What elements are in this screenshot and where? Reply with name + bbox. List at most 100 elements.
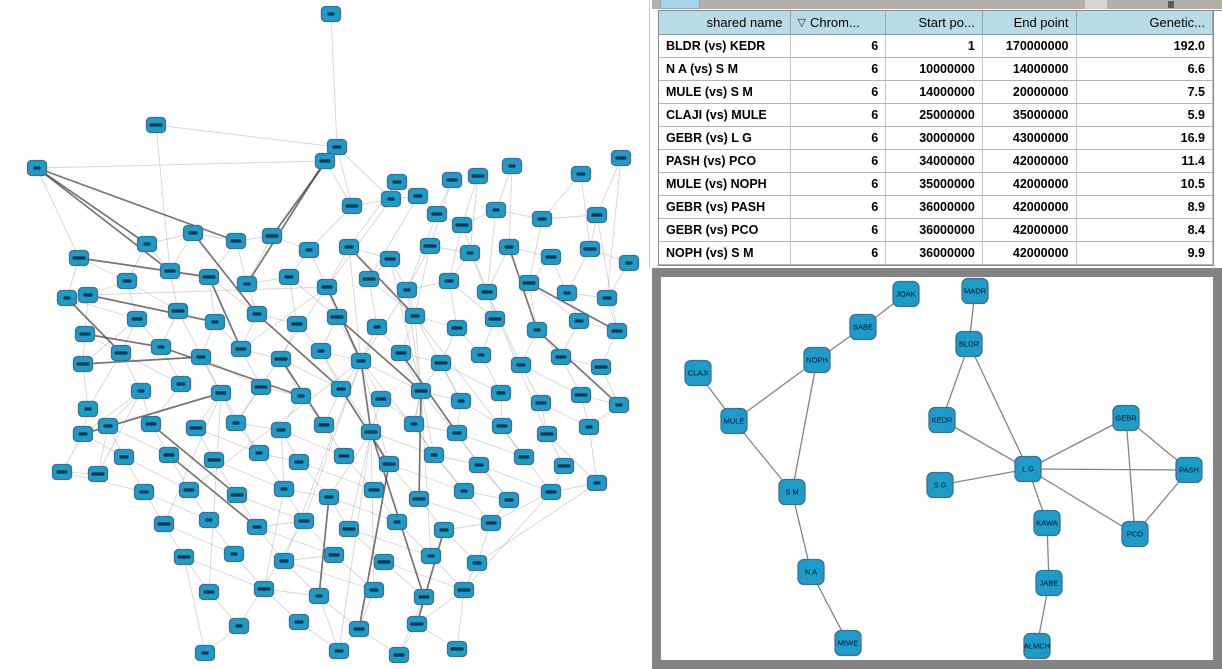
network-edge [263, 488, 285, 590]
network-edge [448, 224, 463, 282]
node-label-smudge [434, 361, 448, 365]
table-cell: PASH (vs) PCO [659, 150, 791, 173]
network-node-kedr[interactable] [928, 406, 956, 434]
node-label-smudge [205, 518, 213, 522]
network-edge [123, 456, 190, 491]
node-label-smudge [327, 12, 335, 16]
network-edge [360, 360, 422, 392]
network-edge [303, 360, 362, 522]
node-label-smudge [423, 244, 437, 248]
node-label-smudge [157, 345, 165, 349]
network-edge[interactable] [939, 468, 1029, 486]
network-edge-strong [84, 333, 162, 348]
table-row[interactable]: CLAJI (vs) MULE 6 25000000 35000000 5.9 [659, 104, 1213, 127]
table-header-row: shared name ▽ Chrom... Start po... End point… [659, 11, 1213, 35]
node-label-smudge [63, 296, 71, 300]
network-node-gebr[interactable] [1112, 404, 1140, 432]
node-label-smudge [321, 285, 333, 289]
column-header-start-po-[interactable]: Start po... [886, 11, 983, 35]
network-node-miwe[interactable] [834, 629, 862, 657]
node-label-smudge [611, 329, 623, 333]
network-edge[interactable] [791, 359, 818, 493]
table-row[interactable]: BLDR (vs) KEDR 6 1 170000000 192.0 [659, 35, 1213, 58]
network-edge [420, 390, 510, 501]
network-edge [383, 561, 465, 591]
table-row[interactable]: GEBR (vs) L G 6 30000000 43000000 16.9 [659, 127, 1213, 150]
network-node-bldr[interactable] [955, 330, 983, 358]
scrollbar-thumb[interactable] [1085, 0, 1107, 9]
network-edge [456, 589, 465, 650]
filter-icon[interactable]: ▽ [797, 17, 806, 29]
table-cell: 6 [790, 150, 887, 173]
node-label-smudge [230, 552, 238, 556]
node-label-smudge [328, 553, 340, 557]
network-edge[interactable] [1027, 468, 1136, 535]
network-edge [414, 315, 422, 392]
table-row[interactable]: MULE (vs) NOPH 6 35000000 42000000 10.5 [659, 173, 1213, 196]
network-node-kawa[interactable] [1033, 509, 1061, 537]
network-node-claji[interactable] [684, 359, 712, 387]
node-label-smudge [33, 166, 41, 170]
table-row[interactable]: MULE (vs) S M 6 14000000 20000000 7.5 [659, 81, 1213, 104]
network-panel-overview[interactable] [0, 0, 647, 669]
network-node-madr[interactable] [961, 277, 989, 305]
node-label-smudge [395, 351, 407, 355]
node-label-smudge [344, 245, 354, 249]
node-label-smudge [602, 296, 612, 300]
node-label-smudge [274, 357, 288, 361]
table-row[interactable]: GEBR (vs) PASH 6 36000000 42000000 8.9 [659, 196, 1213, 219]
network-edge [155, 124, 338, 148]
table-row[interactable]: NOPH (vs) S M 6 36000000 42000000 9.9 [659, 242, 1213, 265]
node-label-smudge [122, 279, 132, 283]
network-edge[interactable] [791, 491, 812, 573]
network-edge[interactable] [1027, 468, 1190, 471]
table-cell: 36000000 [886, 242, 983, 265]
network-edge[interactable] [1027, 417, 1127, 470]
panel-tab[interactable] [660, 0, 700, 9]
network-node-sabe[interactable] [849, 313, 877, 341]
network-node-s-m[interactable] [778, 478, 806, 506]
node-label-smudge [481, 290, 493, 294]
table-row[interactable]: N A (vs) S M 6 10000000 14000000 6.6 [659, 58, 1213, 81]
node-label-smudge [593, 481, 601, 485]
network-edge [143, 491, 210, 521]
network-node-pco[interactable] [1121, 520, 1149, 548]
column-header-shared-name[interactable]: shared name [659, 11, 791, 35]
network-edge [486, 209, 497, 293]
network-node-joak[interactable] [892, 280, 920, 308]
column-header-end-point[interactable]: End point [982, 11, 1077, 35]
column-header-chrom-[interactable]: ▽ Chrom... [790, 11, 887, 35]
network-node-jabe[interactable] [1035, 569, 1063, 597]
node-label-smudge [230, 493, 244, 497]
node-label-smudge [189, 426, 203, 430]
network-canvas-overview[interactable] [0, 0, 647, 669]
network-edge [283, 560, 375, 591]
splitter-handle-icon[interactable] [1168, 1, 1174, 8]
network-node-pash[interactable] [1175, 456, 1203, 484]
node-label-smudge [457, 588, 471, 592]
node-label-smudge [257, 587, 271, 591]
network-edge[interactable] [733, 359, 818, 422]
node-label-smudge [410, 314, 420, 318]
network-node-l-g[interactable] [1014, 455, 1042, 483]
table-row[interactable]: PASH (vs) PCO 6 34000000 42000000 11.4 [659, 150, 1213, 173]
node-label-smudge [324, 495, 334, 499]
node-label-smudge [177, 555, 191, 559]
network-node-almch[interactable] [1023, 632, 1051, 660]
network-edge-strong [168, 454, 258, 528]
column-header-genetic-[interactable]: Genetic... [1076, 11, 1213, 35]
network-edge [370, 431, 435, 456]
node-label-smudge [471, 174, 485, 178]
network-node-noph[interactable] [803, 346, 831, 374]
network-node-s-g[interactable] [926, 471, 954, 499]
table-right-edge-column [1214, 10, 1222, 265]
network-edge[interactable] [968, 343, 1029, 470]
network-edge [120, 352, 182, 385]
network-node-n-a[interactable] [797, 558, 825, 586]
network-edge[interactable] [941, 419, 1029, 470]
table-row[interactable]: GEBR (vs) PCO 6 36000000 42000000 8.4 [659, 219, 1213, 242]
network-node-mule[interactable] [720, 407, 748, 435]
network-edge[interactable] [1125, 417, 1136, 535]
table-cell: 6 [790, 127, 887, 150]
